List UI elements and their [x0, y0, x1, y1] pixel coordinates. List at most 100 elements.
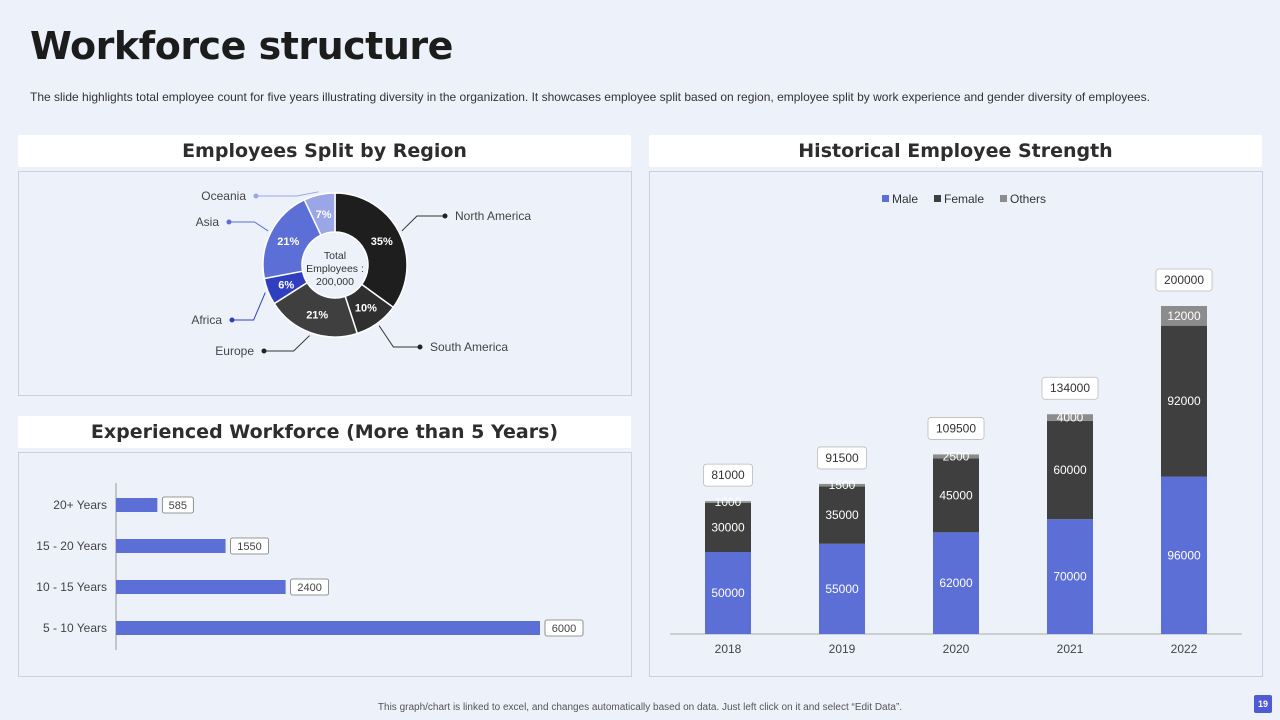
experience-value-box — [290, 578, 330, 596]
total-value-box — [1155, 268, 1213, 292]
donut-pct-label-north-america: 35% — [371, 236, 393, 248]
stacked-value-label-male: 50000 — [711, 586, 745, 600]
total-value-label: 91500 — [825, 451, 859, 465]
donut-category-label-south-america: South America — [430, 340, 508, 354]
stacked-bar-others — [1047, 414, 1093, 421]
historical-chart-panel[interactable]: Male Female Others 50000 30000 1000 81000 2018 5… — [649, 171, 1263, 677]
stacked-value-label-female: 30000 — [711, 520, 745, 534]
donut-pct-label-africa: 6% — [278, 279, 294, 291]
stacked-bar-others — [933, 454, 979, 459]
x-tick-label: 2022 — [1171, 642, 1198, 656]
donut-pct-label-south-america: 10% — [355, 302, 377, 314]
experience-chart-panel[interactable]: 20+ Years 585 15 - 20 Years 1550 10 - 15 Yea… — [18, 452, 632, 677]
stacked-bar-others — [1161, 306, 1207, 326]
donut-slice-oceania — [303, 192, 336, 237]
stacked-value-label-male: 62000 — [939, 576, 973, 590]
x-tick-label: 2020 — [943, 642, 970, 656]
total-value-box — [1041, 376, 1099, 400]
donut-leader-dot-asia — [226, 219, 232, 225]
historical-stacked-bar-chart[interactable]: Male Female Others 50000 30000 1000 81000 2018 5… — [650, 172, 1262, 676]
donut-leader-asia — [229, 221, 269, 232]
donut-center-value: 200,000 — [316, 276, 354, 288]
experience-bar — [116, 621, 540, 635]
experience-bar — [116, 539, 226, 553]
donut-center-label: Employees : — [306, 263, 364, 275]
donut-category-label-asia: Asia — [196, 215, 220, 229]
donut-leader-dot-africa — [229, 317, 235, 323]
region-donut-chart[interactable]: 35% North America 10% South America 21% Europ… — [19, 172, 631, 395]
total-value-label: 109500 — [936, 421, 976, 435]
historical-panel-title: Historical Employee Strength — [649, 135, 1262, 167]
stacked-bar-female — [1047, 420, 1093, 520]
stacked-value-label-others: 1000 — [715, 495, 742, 509]
donut-leader-europe — [264, 335, 310, 352]
experience-bar — [116, 498, 158, 512]
experience-value-label: 1550 — [237, 541, 261, 553]
donut-pct-label-europe: 21% — [306, 309, 328, 321]
stacked-value-label-female: 45000 — [939, 488, 973, 502]
donut-center-label: Total — [324, 250, 346, 262]
donut-pct-label-oceania: 7% — [316, 209, 332, 221]
donut-leader-africa — [232, 292, 266, 321]
stacked-value-label-male: 55000 — [825, 582, 859, 596]
donut-leader-oceania — [256, 191, 319, 197]
legend-swatch-female — [934, 195, 941, 202]
donut-category-label-africa: Africa — [191, 313, 222, 327]
legend-label-female: Female — [944, 192, 984, 206]
page-subtitle: The slide highlights total employee coun… — [30, 90, 1150, 104]
stacked-bar-male — [819, 543, 865, 634]
experience-bar — [116, 580, 286, 594]
experience-bar-chart[interactable]: 20+ Years 585 15 - 20 Years 1550 10 - 15 Yea… — [19, 453, 631, 676]
donut-category-label-oceania: Oceania — [201, 189, 246, 203]
experience-value-label: 585 — [169, 500, 187, 512]
stacked-bar-others — [819, 483, 865, 487]
stacked-value-label-male: 70000 — [1053, 570, 1087, 584]
donut-leader-dot-north-america — [442, 213, 448, 219]
footer-note: This graph/chart is linked to excel, and… — [377, 702, 903, 713]
stacked-bar-male — [1047, 519, 1093, 634]
region-chart-panel[interactable]: 35% North America 10% South America 21% Europ… — [18, 171, 632, 396]
stacked-value-label-others: 4000 — [1057, 411, 1084, 425]
stacked-bar-others — [705, 501, 751, 503]
stacked-value-label-others: 1500 — [829, 478, 856, 492]
stacked-value-label-female: 35000 — [825, 508, 859, 522]
total-value-label: 134000 — [1050, 381, 1090, 395]
page-number: 19 — [1254, 695, 1272, 713]
stacked-value-label-female: 60000 — [1053, 463, 1087, 477]
donut-category-label-europe: Europe — [215, 344, 254, 358]
donut-leader-north-america — [401, 215, 445, 232]
experience-category-label: 15 - 20 Years — [36, 539, 107, 553]
total-value-box — [927, 417, 985, 440]
donut-slice-north-america — [334, 192, 408, 309]
stacked-bar-female — [705, 502, 751, 552]
donut-leader-dot-europe — [261, 348, 267, 354]
donut-leader-dot-south-america — [417, 344, 423, 350]
experience-value-label: 2400 — [297, 582, 321, 594]
stacked-bar-male — [1161, 476, 1207, 634]
page-title: Workforce structure — [30, 24, 453, 68]
experience-value-box — [544, 619, 584, 637]
stacked-value-label-male: 96000 — [1167, 548, 1201, 562]
experience-value-box — [230, 537, 269, 555]
donut-leader-dot-oceania — [253, 193, 259, 199]
total-value-box — [703, 463, 753, 487]
donut-category-label-north-america: North America — [455, 209, 531, 223]
legend-label-others: Others — [1010, 192, 1046, 206]
total-value-label: 200000 — [1164, 273, 1204, 287]
stacked-value-label-female: 92000 — [1167, 394, 1201, 408]
experience-value-box — [161, 496, 194, 514]
total-value-box — [817, 446, 867, 470]
stacked-bar-female — [819, 486, 865, 544]
stacked-value-label-others: 12000 — [1167, 309, 1201, 323]
x-tick-label: 2018 — [715, 642, 742, 656]
experience-category-label: 5 - 10 Years — [43, 621, 107, 635]
experience-category-label: 10 - 15 Years — [36, 580, 107, 594]
stacked-bar-male — [705, 552, 751, 634]
donut-pct-label-asia: 21% — [277, 236, 299, 248]
donut-leader-south-america — [378, 325, 420, 348]
x-tick-label: 2021 — [1057, 642, 1084, 656]
total-value-label: 81000 — [711, 468, 745, 482]
region-panel-title: Employees Split by Region — [18, 135, 631, 167]
experience-panel-title: Experienced Workforce (More than 5 Years… — [18, 416, 631, 448]
stacked-bar-male — [933, 532, 979, 634]
